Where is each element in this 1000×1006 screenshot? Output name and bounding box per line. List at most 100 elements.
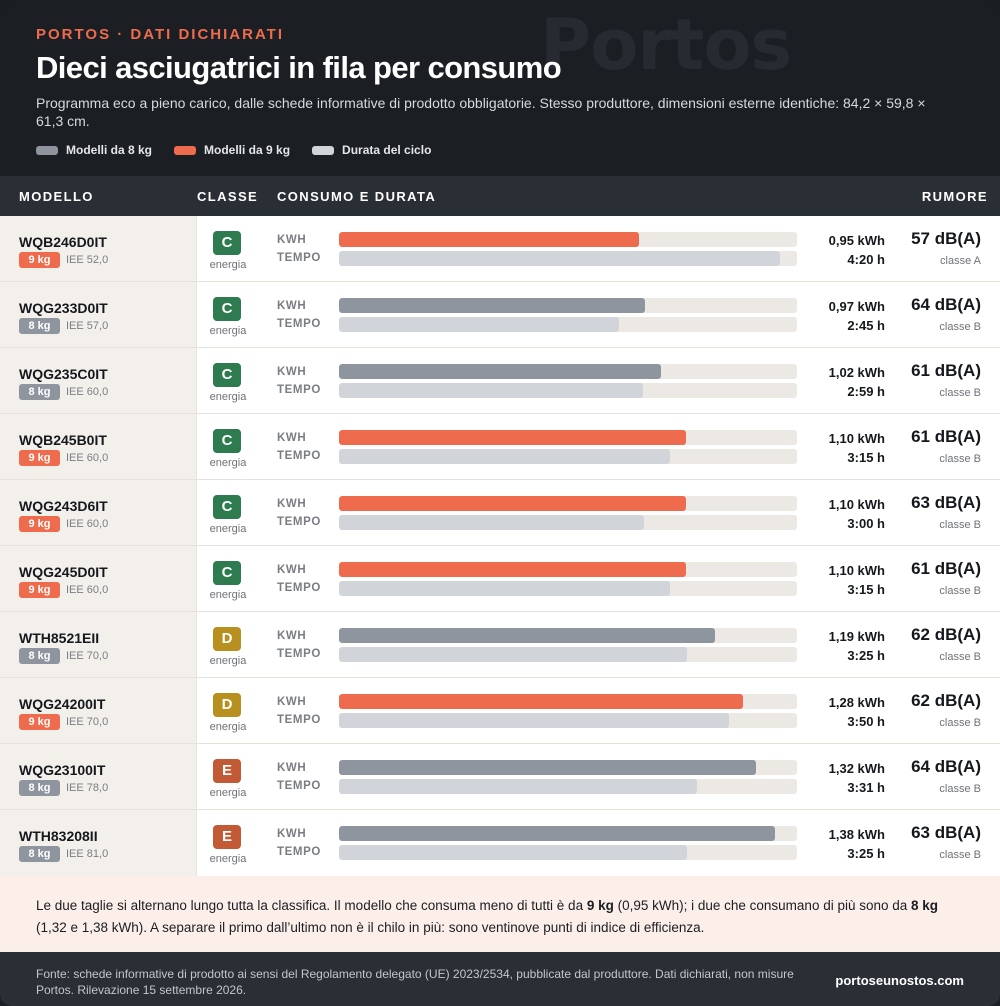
duration-bar <box>339 449 670 464</box>
legend-swatch-duration <box>312 145 335 155</box>
kicker: PORTOS · DATI DICHIARATI <box>36 26 284 43</box>
energy-class-badge: E <box>213 759 241 783</box>
energy-class-badge: D <box>213 693 241 717</box>
noise-value: 61 dB(A) <box>911 427 981 446</box>
time-value-label: 3:50 h <box>847 714 885 729</box>
kwh-value-label: 0,95 kWh <box>828 233 885 248</box>
duration-bar <box>339 713 729 728</box>
model-name: WQG233D0IT <box>19 300 108 316</box>
time-row-label: TEMPO <box>277 648 321 660</box>
kwh-row-label: KWH <box>277 498 307 510</box>
kwh-bar-track <box>339 298 797 313</box>
model-name: WQG24200IT <box>19 696 106 712</box>
time-row-label: TEMPO <box>277 450 321 462</box>
model-cell: WQG235C0IT 8 kg IEE 60,0 <box>0 348 197 413</box>
noise-class: classe B <box>939 783 981 795</box>
table-row: WQG23100IT 8 kg IEE 78,0 E energia KWH T… <box>0 744 1000 810</box>
capacity-badge: 8 kg <box>19 318 60 334</box>
kwh-row-label: KWH <box>277 762 307 774</box>
iee-value: IEE 60,0 <box>66 584 109 596</box>
noise-value: 63 dB(A) <box>911 493 981 512</box>
noise-value: 63 dB(A) <box>911 823 981 842</box>
noise-class: classe A <box>940 255 981 267</box>
time-bar-track <box>339 515 797 530</box>
model-name: WQB246D0IT <box>19 234 107 250</box>
legend-swatch-9kg <box>174 145 197 155</box>
model-cell: WQB245B0IT 9 kg IEE 60,0 <box>0 414 197 479</box>
energy-class-caption: energia <box>209 523 247 535</box>
time-value-label: 3:00 h <box>847 516 885 531</box>
kwh-row-label: KWH <box>277 564 307 576</box>
noise-class: classe B <box>939 453 981 465</box>
time-row-label: TEMPO <box>277 846 321 858</box>
duration-bar <box>339 251 780 266</box>
energy-class-caption: energia <box>209 457 247 469</box>
kwh-row-label: KWH <box>277 630 307 642</box>
kwh-value-label: 1,10 kWh <box>828 497 885 512</box>
energy-class-badge: D <box>213 627 241 651</box>
kwh-bar-track <box>339 430 797 445</box>
table-row: WQG245D0IT 9 kg IEE 60,0 C energia KWH T… <box>0 546 1000 612</box>
capacity-badge: 9 kg <box>19 516 60 532</box>
kwh-bar-track <box>339 694 797 709</box>
site-link[interactable]: portoseunostos.com <box>835 973 964 988</box>
iee-value: IEE 81,0 <box>66 848 109 860</box>
time-bar-track <box>339 251 797 266</box>
kwh-bar <box>339 628 715 643</box>
energy-class-caption: energia <box>209 391 247 403</box>
iee-value: IEE 70,0 <box>66 650 109 662</box>
time-row-label: TEMPO <box>277 780 321 792</box>
kwh-value-label: 1,38 kWh <box>828 827 885 842</box>
noise-value: 61 dB(A) <box>911 361 981 380</box>
kwh-value-label: 1,02 kWh <box>828 365 885 380</box>
capacity-badge: 8 kg <box>19 384 60 400</box>
legend-label-duration: Durata del ciclo <box>342 143 432 157</box>
iee-value: IEE 57,0 <box>66 320 109 332</box>
note-bold-1: 9 kg <box>586 898 614 913</box>
kwh-bar <box>339 826 775 841</box>
kwh-value-label: 1,32 kWh <box>828 761 885 776</box>
model-name: WQG243D6IT <box>19 498 108 514</box>
time-bar-track <box>339 779 797 794</box>
legend-label-9kg: Modelli da 9 kg <box>204 143 291 157</box>
energy-class-caption: energia <box>209 259 247 271</box>
noise-class: classe B <box>939 849 981 861</box>
kwh-bar <box>339 760 756 775</box>
time-value-label: 3:25 h <box>847 846 885 861</box>
capacity-badge: 9 kg <box>19 252 60 268</box>
model-name: WQG245D0IT <box>19 564 108 580</box>
annotation-note: Le due taglie si alternano lungo tutta l… <box>0 876 1000 952</box>
note-text-1: Le due taglie si alternano lungo tutta l… <box>36 898 587 913</box>
kwh-bar-track <box>339 496 797 511</box>
time-value-label: 3:15 h <box>847 582 885 597</box>
capacity-badge: 8 kg <box>19 648 60 664</box>
duration-bar <box>339 779 697 794</box>
time-bar-track <box>339 845 797 860</box>
time-bar-track <box>339 317 797 332</box>
kwh-value-label: 1,19 kWh <box>828 629 885 644</box>
column-header-consumption: CONSUMO E DURATA <box>277 189 437 204</box>
energy-class-caption: energia <box>209 589 247 601</box>
capacity-badge: 9 kg <box>19 582 60 598</box>
kwh-row-label: KWH <box>277 366 307 378</box>
noise-class: classe B <box>939 717 981 729</box>
capacity-badge: 9 kg <box>19 714 60 730</box>
kwh-value-label: 1,28 kWh <box>828 695 885 710</box>
note-bold-2: 8 kg <box>911 898 939 913</box>
kwh-bar <box>339 694 743 709</box>
duration-bar <box>339 845 687 860</box>
header: Portos PORTOS · DATI DICHIARATI Dieci as… <box>0 0 1000 176</box>
energy-class-badge: C <box>213 429 241 453</box>
kwh-row-label: KWH <box>277 828 307 840</box>
model-cell: WTH8521EII 8 kg IEE 70,0 <box>0 612 197 677</box>
energy-class-caption: energia <box>209 655 247 667</box>
time-bar-track <box>339 383 797 398</box>
noise-class: classe B <box>939 585 981 597</box>
duration-bar <box>339 317 619 332</box>
iee-value: IEE 70,0 <box>66 716 109 728</box>
energy-class-badge: C <box>213 363 241 387</box>
energy-class-badge: C <box>213 297 241 321</box>
legend-swatch-8kg <box>36 145 58 155</box>
duration-bar <box>339 383 643 398</box>
kwh-bar <box>339 430 686 445</box>
